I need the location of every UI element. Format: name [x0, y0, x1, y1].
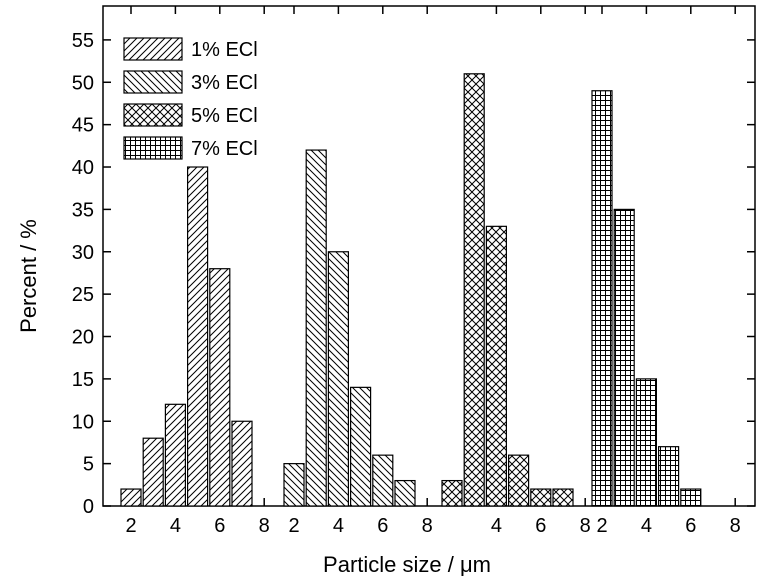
- bar: [613, 208, 635, 507]
- y-tick-label: 5: [83, 454, 94, 476]
- y-tick-label: 25: [72, 284, 94, 306]
- x-tick-label: 2: [288, 515, 299, 537]
- y-tick-label: 45: [72, 115, 94, 137]
- plot-frame: [102, 5, 756, 507]
- y-tick-label: 10: [72, 411, 94, 433]
- y-tick-label: 15: [72, 369, 94, 391]
- y-tick-label: 40: [72, 157, 94, 179]
- x-tick-label: 4: [641, 515, 652, 537]
- legend: 1% ECl 3% ECl 5% ECl 7% ECl: [123, 37, 258, 160]
- bar: [120, 488, 142, 507]
- bar: [187, 166, 209, 507]
- bar: [283, 463, 305, 507]
- legend-swatch: [123, 136, 183, 160]
- bar: [591, 90, 613, 507]
- x-tick-label: 8: [730, 515, 741, 537]
- bar: [209, 268, 231, 507]
- y-axis: 0 5 10 15 20 25 30 35 40 45 50 55: [72, 30, 755, 518]
- y-tick-label: 20: [72, 327, 94, 349]
- legend-swatch: [123, 37, 183, 61]
- y-tick-label: 35: [72, 199, 94, 221]
- x-axis-label: Particle size / μm: [323, 552, 491, 577]
- x-tick-label: 6: [535, 515, 546, 537]
- x-tick-label: 4: [491, 515, 502, 537]
- bar: [552, 488, 574, 507]
- legend-label: 3% ECl: [191, 72, 258, 94]
- y-tick-label: 0: [83, 496, 94, 518]
- x-tick-label: 2: [125, 515, 136, 537]
- y-tick-label: 55: [72, 30, 94, 52]
- bar: [530, 488, 552, 507]
- y-tick-label: 50: [72, 72, 94, 94]
- x-tick-label: 4: [170, 515, 181, 537]
- bar: [441, 479, 463, 507]
- bar: [680, 488, 702, 507]
- bars: [120, 73, 702, 507]
- bar: [350, 386, 372, 507]
- legend-swatch: [123, 103, 183, 127]
- bar: [164, 403, 186, 507]
- bar: [305, 149, 327, 507]
- y-axis-label: Percent / %: [16, 219, 41, 333]
- bar: [657, 446, 680, 507]
- x-tick-label: 8: [422, 515, 433, 537]
- x-tick-label: 6: [214, 515, 225, 537]
- bar: [463, 73, 485, 507]
- bar: [142, 437, 164, 507]
- legend-label: 5% ECl: [191, 105, 258, 127]
- bar: [394, 479, 416, 507]
- x-tick-label: 6: [377, 515, 388, 537]
- legend-label: 1% ECl: [191, 39, 258, 61]
- bar: [231, 420, 253, 507]
- x-tick-label: 6: [685, 515, 696, 537]
- x-tick-label: 8: [259, 515, 270, 537]
- bar: [327, 251, 349, 507]
- x-tick-label: 4: [333, 515, 344, 537]
- bar: [635, 378, 658, 507]
- x-tick-label: 8: [580, 515, 591, 537]
- bar: [485, 225, 507, 507]
- legend-swatch: [123, 70, 183, 94]
- bar: [372, 454, 394, 507]
- bar: [508, 454, 530, 507]
- y-tick-label: 30: [72, 242, 94, 264]
- x-tick-label: 2: [596, 515, 607, 537]
- legend-label: 7% ECl: [191, 138, 258, 160]
